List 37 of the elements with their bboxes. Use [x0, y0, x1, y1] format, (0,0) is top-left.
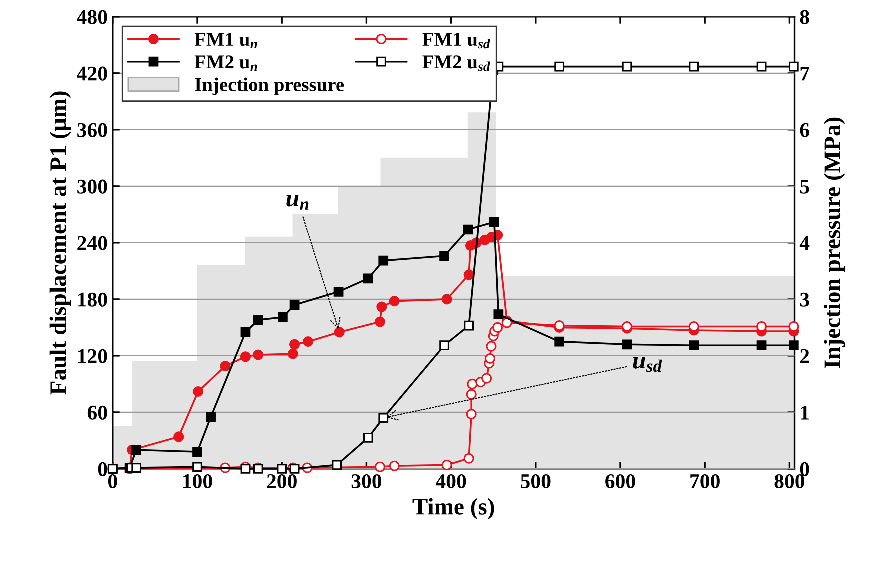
y-tick-label: 300: [78, 180, 108, 194]
x-tick-label: 100: [184, 474, 212, 488]
legend-label: FM1 u$_{n}$: [194, 33, 258, 49]
y-tick-label: 240: [78, 236, 108, 250]
x-tick-label: 400: [436, 474, 466, 488]
y-tick-label: 180: [78, 292, 108, 307]
y2-tick-label: 3: [800, 292, 810, 307]
x-tick-label: 800: [774, 474, 805, 488]
x-axis-title: Time (s): [412, 498, 494, 520]
y2-tick-label: 0: [800, 462, 810, 476]
y2-axis-title: Injection pressure (MPa): [824, 118, 846, 368]
y2-tick-label: 5: [800, 180, 810, 194]
y2-tick-label: 8: [800, 10, 810, 24]
x-tick-label: 700: [690, 474, 720, 488]
y-tick-label: 0: [98, 462, 108, 476]
y2-tick-label: 7: [800, 66, 810, 81]
annotation: u$_{sd}$: [633, 357, 662, 372]
x-tick-label: 200: [267, 474, 297, 488]
legend-label: FM2 u$_{sd}$: [422, 56, 490, 72]
y-tick-label: 60: [88, 406, 108, 420]
y-tick-label: 360: [78, 123, 108, 138]
x-tick-label: 500: [521, 474, 551, 488]
annotation: u$_{n}$: [286, 194, 309, 210]
y2-tick-label: 1: [801, 406, 809, 420]
legend-label: FM2 u$_{n}$: [194, 56, 258, 72]
x-tick-label: 300: [352, 474, 382, 488]
legend-label: Injection pressure: [195, 78, 344, 96]
y2-tick-label: 4: [800, 236, 810, 250]
y-axis-title: Fault displacement at P1 (μm): [50, 92, 72, 395]
y2-tick-label: 6: [800, 123, 810, 138]
y2-tick-label: 2: [800, 349, 810, 364]
y-tick-label: 480: [77, 10, 108, 24]
y-tick-label: 120: [78, 349, 108, 364]
y-tick-label: 420: [77, 66, 108, 81]
x-tick-label: 0: [108, 474, 118, 488]
x-tick-label: 600: [606, 474, 636, 488]
legend-label: FM1 u$_{sd}$: [422, 33, 490, 49]
